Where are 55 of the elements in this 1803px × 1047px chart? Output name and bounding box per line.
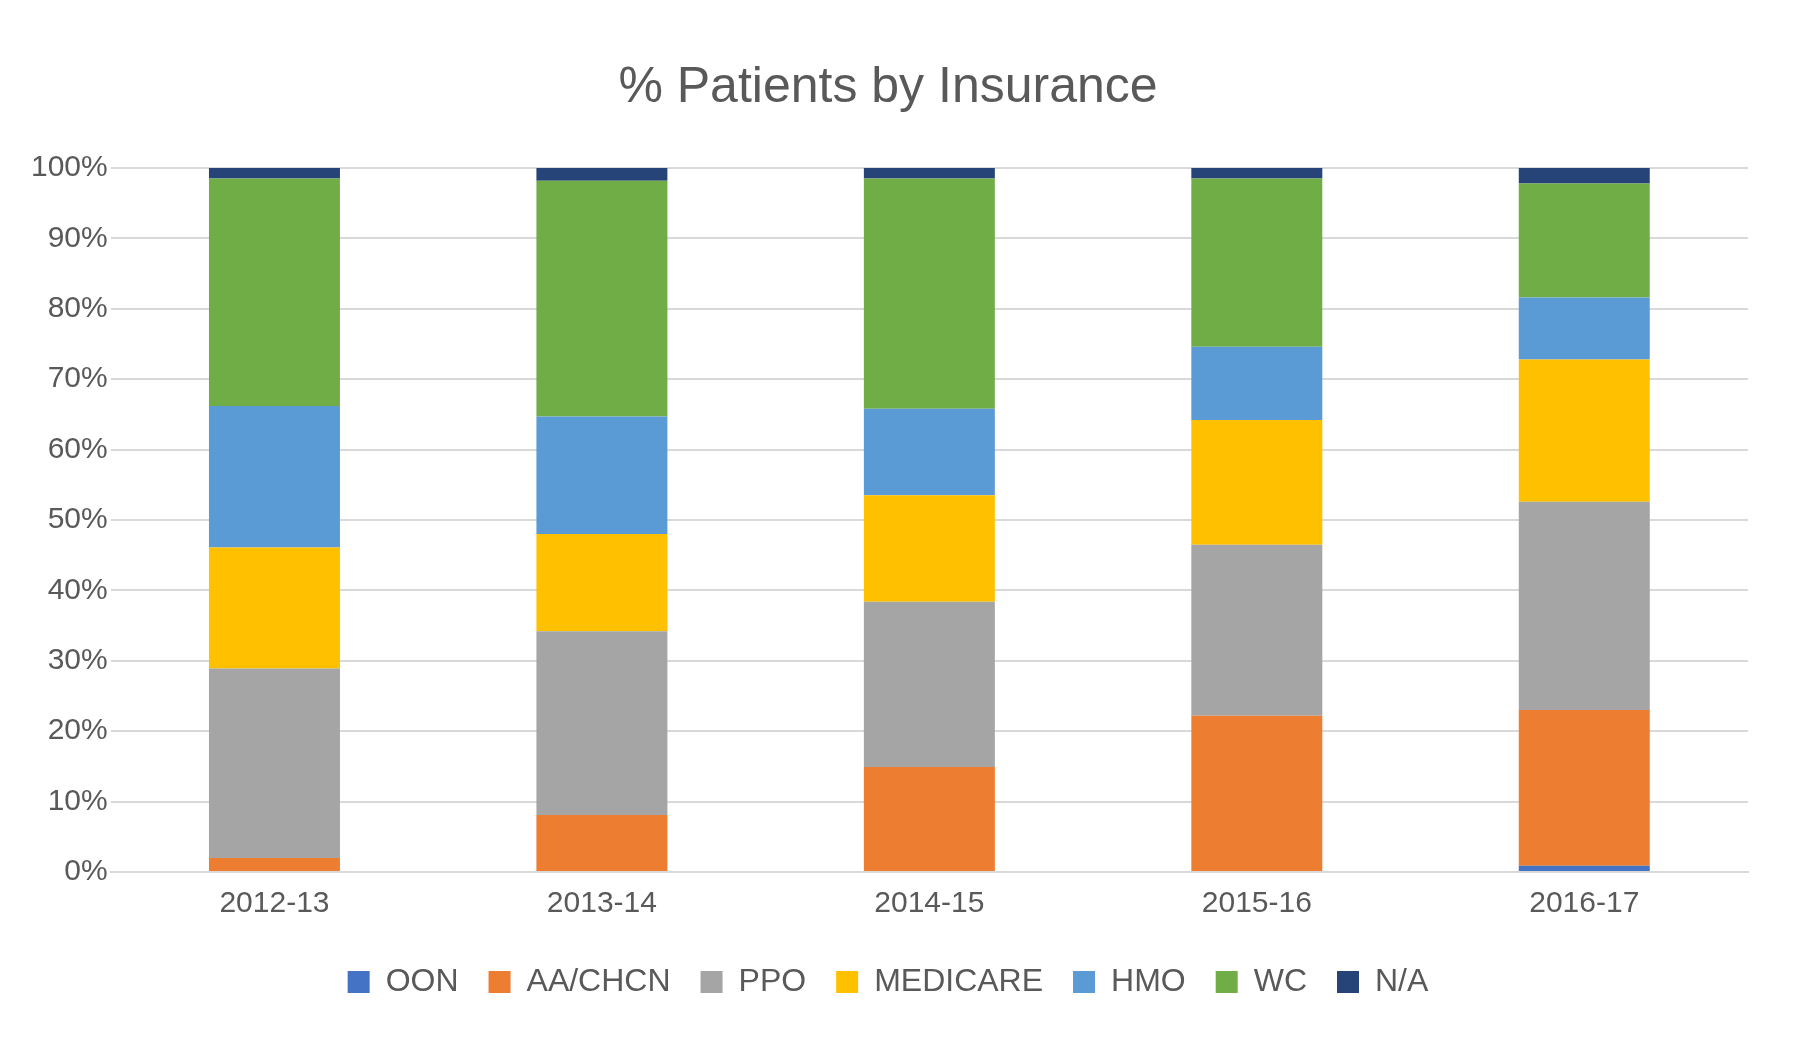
bar <box>863 767 995 871</box>
y-tick-label: 10% <box>47 782 108 816</box>
x-tick-label: 2013-14 <box>546 885 657 919</box>
y-tick-label: 0% <box>64 853 108 887</box>
y-tick-label: 50% <box>47 501 108 535</box>
bar <box>1518 865 1650 871</box>
bar <box>536 168 668 181</box>
y-tick-label: 40% <box>47 571 108 605</box>
bar <box>536 416 668 535</box>
y-tick-label: 20% <box>47 712 108 746</box>
bar <box>536 534 668 632</box>
bar <box>1518 168 1650 184</box>
legend-label: MEDICARE <box>874 961 1044 998</box>
legend-label: PPO <box>738 961 807 998</box>
legend-label: WC <box>1253 961 1308 998</box>
bar <box>1191 178 1323 347</box>
bar <box>1518 359 1650 502</box>
y-tick-label: 80% <box>47 290 108 324</box>
bar <box>1518 183 1650 298</box>
y-tick-label: 90% <box>47 219 108 253</box>
bar <box>863 601 995 768</box>
bar <box>208 857 340 871</box>
y-tick-label: 60% <box>47 430 108 464</box>
legend-label: N/A <box>1375 961 1430 998</box>
x-tick-label: 2012-13 <box>219 885 330 919</box>
bar <box>863 495 995 602</box>
y-tick-label: 70% <box>47 360 108 394</box>
bar <box>863 168 995 179</box>
bar <box>1191 715 1323 871</box>
bar <box>208 178 340 406</box>
bar <box>208 547 340 669</box>
x-tick-label: 2016-17 <box>1529 885 1640 919</box>
bar <box>536 180 668 417</box>
legend-label: HMO <box>1111 961 1186 998</box>
legend-label: OON <box>385 961 459 998</box>
bar <box>208 668 340 858</box>
chart-title: % Patients by Insurance <box>618 56 1158 113</box>
bar <box>536 814 668 871</box>
bar <box>1191 168 1323 179</box>
bar <box>1191 346 1323 421</box>
bar <box>863 178 995 409</box>
legend-label: AA/CHCN <box>526 961 671 998</box>
bar <box>1191 544 1323 716</box>
bar <box>1518 297 1650 360</box>
bar <box>208 168 340 179</box>
bar <box>208 405 340 548</box>
x-tick-label: 2014-15 <box>874 885 985 919</box>
y-tick-label: 100% <box>30 149 108 183</box>
y-tick-label: 30% <box>47 642 108 676</box>
bar <box>1191 420 1323 545</box>
bar <box>863 408 995 496</box>
bar <box>536 631 668 815</box>
x-tick-label: 2015-16 <box>1201 885 1312 919</box>
bar <box>1518 710 1650 866</box>
bar <box>1518 501 1650 711</box>
